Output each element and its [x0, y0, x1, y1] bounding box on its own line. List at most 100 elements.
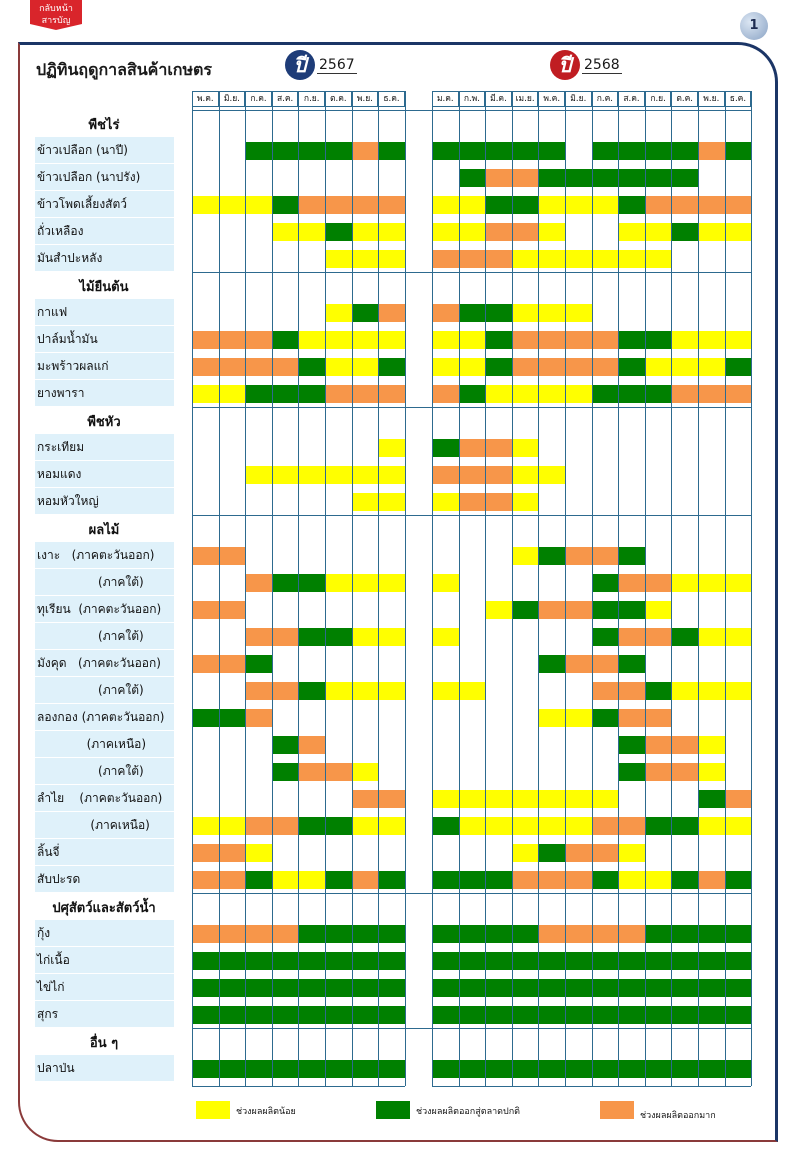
- season-cell: [485, 951, 512, 970]
- season-cell: [591, 357, 619, 376]
- crop-label: กาแฟ: [35, 299, 174, 325]
- season-cell: [698, 195, 725, 214]
- season-cell: [618, 762, 645, 781]
- back-to-contents-button[interactable]: กลับหน้า สารบัญ: [30, 0, 82, 30]
- crop-label: มังคุด (ภาคตะวันออก): [35, 650, 174, 676]
- season-cell: [378, 195, 405, 214]
- season-cell: [245, 924, 272, 943]
- season-cell: [458, 1059, 486, 1078]
- season-cell: [538, 870, 565, 889]
- season-cell: [458, 357, 486, 376]
- season-cell: [644, 384, 672, 403]
- season-cell: [618, 816, 645, 835]
- season-cell: [351, 951, 379, 970]
- season-cell: [325, 1059, 352, 1078]
- year-2567-label: 2567: [317, 57, 357, 74]
- season-cell: [538, 384, 565, 403]
- grid-line: [751, 91, 753, 1086]
- season-cell: [298, 222, 325, 241]
- page-number-badge: 1: [740, 12, 768, 40]
- season-cell: [325, 816, 352, 835]
- season-cell: [698, 330, 725, 349]
- season-cell: [511, 249, 539, 268]
- month-header: ส.ค.: [271, 91, 299, 107]
- season-cell: [671, 573, 698, 592]
- season-cell: [271, 384, 299, 403]
- season-cell: [218, 600, 246, 619]
- crop-label: (ภาคเหนือ): [35, 731, 174, 757]
- season-cell: [432, 816, 459, 835]
- season-cell: [698, 357, 725, 376]
- section-separator: [192, 515, 752, 516]
- grid-line: [458, 91, 460, 1086]
- season-cell: [432, 384, 459, 403]
- crop-label: กระเทียม: [35, 434, 174, 460]
- season-cell: [698, 222, 725, 241]
- crop-label: (ภาคใต้): [35, 677, 174, 703]
- season-cell: [618, 870, 645, 889]
- season-cell: [618, 573, 645, 592]
- season-cell: [351, 1005, 379, 1024]
- season-cell: [432, 1005, 459, 1024]
- season-cell: [644, 1059, 672, 1078]
- season-cell: [325, 357, 352, 376]
- season-cell: [538, 249, 565, 268]
- season-cell: [618, 978, 645, 997]
- season-cell: [218, 924, 246, 943]
- category-heading: อื่น ๆ: [89, 1036, 119, 1051]
- grid-line: [432, 91, 433, 1086]
- season-cell: [351, 249, 379, 268]
- season-cell: [565, 816, 592, 835]
- season-cell: [724, 330, 752, 349]
- season-cell: [245, 681, 272, 700]
- season-cell: [511, 978, 539, 997]
- season-cell: [644, 168, 672, 187]
- season-cell: [325, 330, 352, 349]
- season-cell: [565, 249, 592, 268]
- season-cell: [325, 573, 352, 592]
- season-cell: [271, 465, 299, 484]
- season-cell: [565, 357, 592, 376]
- season-cell: [378, 627, 405, 646]
- back-button-line1: กลับหน้า: [39, 4, 73, 14]
- season-cell: [671, 924, 698, 943]
- season-cell: [485, 600, 512, 619]
- season-cell: [485, 1059, 512, 1078]
- category-heading: พืชไร่: [88, 118, 120, 133]
- season-cell: [325, 141, 352, 160]
- season-cell: [671, 168, 698, 187]
- season-cell: [671, 384, 698, 403]
- crop-label: ไข่ไก่: [35, 974, 174, 1000]
- season-cell: [591, 168, 619, 187]
- season-cell: [565, 924, 592, 943]
- grid-line: [325, 91, 326, 1086]
- season-cell: [565, 330, 592, 349]
- season-cell: [245, 1005, 272, 1024]
- season-cell: [325, 195, 352, 214]
- grid-line: [271, 91, 273, 1086]
- season-cell: [565, 168, 592, 187]
- season-cell: [432, 438, 459, 457]
- month-header: ก.พ.: [458, 91, 486, 107]
- season-cell: [618, 627, 645, 646]
- season-cell: [618, 384, 645, 403]
- season-cell: [245, 978, 272, 997]
- month-header: มี.ค.: [485, 91, 512, 107]
- season-cell: [698, 141, 725, 160]
- season-cell: [378, 222, 405, 241]
- season-cell: [485, 141, 512, 160]
- season-cell: [271, 195, 299, 214]
- season-cell: [485, 789, 512, 808]
- season-cell: [511, 168, 539, 187]
- season-cell: [192, 195, 219, 214]
- season-cell: [458, 492, 486, 511]
- season-cell: [378, 978, 405, 997]
- grid-line: [298, 91, 300, 1086]
- season-cell: [351, 978, 379, 997]
- season-cell: [458, 438, 486, 457]
- season-cell: [325, 222, 352, 241]
- month-header: ธ.ค.: [724, 91, 752, 107]
- crop-label: ข้าวเปลือก (นาปี): [35, 137, 174, 163]
- season-cell: [565, 654, 592, 673]
- season-cell: [351, 222, 379, 241]
